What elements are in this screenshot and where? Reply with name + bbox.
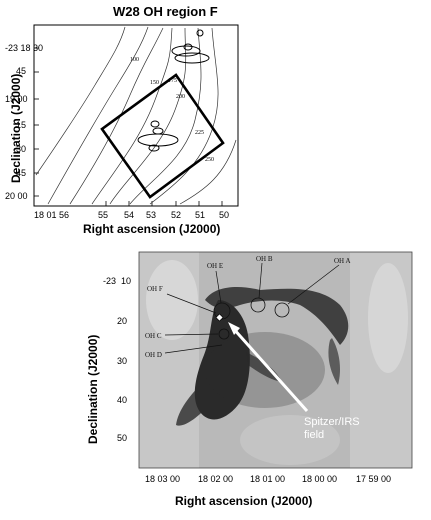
contour-line: [69, 27, 164, 205]
bright-patch: [368, 263, 408, 373]
bottom-xtick: 18 01 00: [250, 474, 286, 484]
bottom-ytick: 20: [117, 316, 128, 326]
oh-label-group: OH E OH B OH A OH F OH C OH D: [145, 255, 351, 359]
maser-ellipse: [148, 144, 160, 152]
oh-label-c: OH C: [145, 332, 162, 340]
oh-label-a: OH A: [334, 257, 351, 265]
bottom-ytick: 50: [117, 433, 128, 443]
oh-label-e: OH E: [207, 262, 223, 270]
bottom-ytick: -23 10: [103, 276, 132, 286]
bottom-xtick: 18 02 00: [198, 474, 234, 484]
top-xtick: 50: [219, 210, 230, 220]
top-ytick: 15: [16, 120, 27, 130]
top-xtick: 53: [146, 210, 157, 220]
bottom-ytick: 40: [117, 395, 128, 405]
maser-spots: [137, 29, 210, 152]
bottom-xtick: 18 00 00: [302, 474, 338, 484]
top-panel-title: W28 OH region F: [113, 4, 218, 19]
bottom-plot-frame: [138, 251, 413, 469]
contour-label: 150: [150, 80, 159, 86]
oh-label-f: OH F: [147, 285, 163, 293]
contour-label: 250: [205, 157, 214, 163]
contour-label: 200: [176, 94, 185, 100]
oh-b-circle: [250, 297, 266, 313]
nebula-streamer: [176, 380, 206, 426]
top-xtick: 18 01 56: [34, 210, 70, 220]
bottom-xtick: 17 59 00: [356, 474, 392, 484]
bottom-ytick: 30: [117, 356, 128, 366]
irs-annotation-line2: field: [304, 429, 325, 441]
nebula-arm-right: [328, 338, 340, 385]
oh-e-circle: [213, 302, 231, 320]
top-ytick: 45: [16, 66, 27, 76]
oh-regions: [213, 297, 290, 340]
contour-line: [179, 139, 237, 205]
maser-ellipse: [150, 120, 160, 128]
contour-label: 100: [130, 57, 139, 63]
top-ytick: 45: [16, 168, 27, 178]
irs-field-square: [100, 73, 225, 199]
nebula-haze: [205, 332, 325, 408]
oh-a-circle: [274, 302, 290, 318]
top-tick-marks: [34, 47, 223, 206]
top-ytick: -23 18 30: [5, 43, 44, 53]
contour-lines: [35, 26, 237, 205]
top-panel-xlabel: Right ascension (J2000): [83, 222, 221, 236]
maser-ellipse: [196, 29, 204, 37]
contour-line: [149, 27, 219, 205]
maser-ellipse: [174, 52, 210, 64]
contour-label: 175: [168, 78, 177, 84]
contour-line: [91, 27, 173, 205]
irs-annotation-line1: Spitzer/IRS: [304, 416, 360, 428]
irs-annotation: Spitzer/IRS field: [304, 416, 360, 442]
oh-label-b: OH B: [256, 255, 273, 263]
leader-lines: [164, 262, 340, 354]
contour-line: [47, 26, 149, 205]
top-plot-frame: [33, 24, 239, 207]
irs-field-marker: [215, 313, 224, 322]
top-xtick: 51: [195, 210, 206, 220]
top-xtick: 54: [124, 210, 135, 220]
top-xtick: 55: [98, 210, 109, 220]
top-ytick: 20 00: [5, 191, 28, 201]
oh-label-d: OH D: [145, 351, 162, 359]
oh-c-circle: [218, 328, 230, 340]
top-xtick: 52: [171, 210, 182, 220]
irs-arrow: [228, 322, 309, 412]
top-ytick: 30: [16, 144, 27, 154]
maser-ellipse: [171, 45, 201, 57]
maser-ellipse: [183, 43, 193, 51]
contour-line: [129, 27, 202, 205]
nebula-shell-arc: [205, 287, 349, 345]
top-ytick: 19 00: [5, 94, 28, 104]
bottom-panel-xlabel: Right ascension (J2000): [175, 494, 313, 508]
bright-patch: [146, 260, 198, 340]
top-contour-plot: 100 150 175 200 225 250: [33, 24, 239, 207]
bright-patch: [240, 415, 340, 465]
bottom-xtick: 18 03 00: [145, 474, 181, 484]
contour-line: [35, 26, 126, 176]
contour-label: 225: [195, 130, 204, 136]
